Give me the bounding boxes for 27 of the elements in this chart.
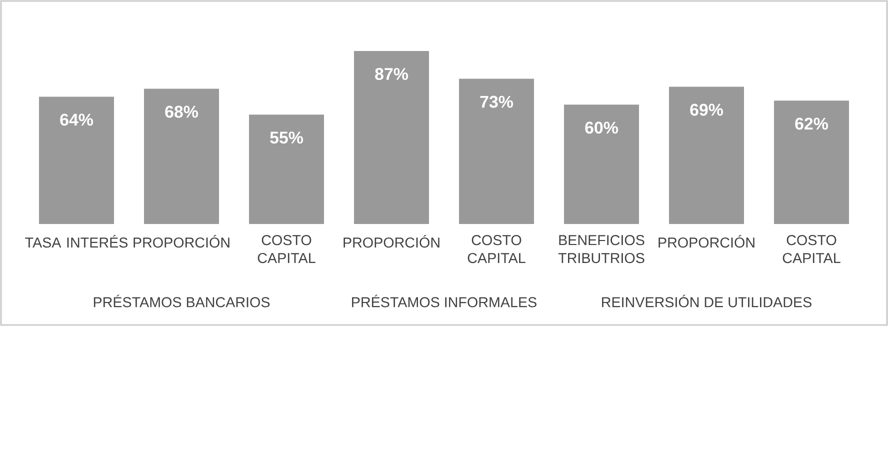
data-label: 87% [375,68,408,80]
text: REINVERSIÓN DE UTILIDADES [602,294,812,308]
data-label: 64% [60,114,94,126]
bar [564,104,639,224]
bar [144,88,219,224]
bar [669,86,744,224]
data-label: 68% [165,106,198,118]
x-tick-label: TASA INTERÉS [25,235,128,248]
data-label: 55% [270,132,304,144]
text: PRÉSTAMOS INFORMALES [352,294,536,308]
x-tick-label: COSTO CAPITAL [258,235,316,264]
bar [459,78,534,224]
x-tick-label: PROPORCIÓN [134,235,230,248]
bar [39,96,114,224]
bar [249,114,324,224]
bar [774,100,849,224]
x-tick-label: PROPORCIÓN [658,235,754,248]
x-tick-label: PROPORCIÓN [344,235,440,248]
x-tick-label: BENEFICIOS TRIBUTRIOS [558,235,644,264]
data-label: 60% [585,122,618,134]
data-label: 73% [480,96,514,108]
data-label: 62% [795,118,828,130]
bar [354,50,429,224]
text: PRÉSTAMOS BANCARIOS [94,294,270,308]
x-tick-label: COSTO CAPITAL [782,235,840,264]
x-tick-label: COSTO CAPITAL [468,235,526,264]
data-label: 69% [690,104,724,116]
